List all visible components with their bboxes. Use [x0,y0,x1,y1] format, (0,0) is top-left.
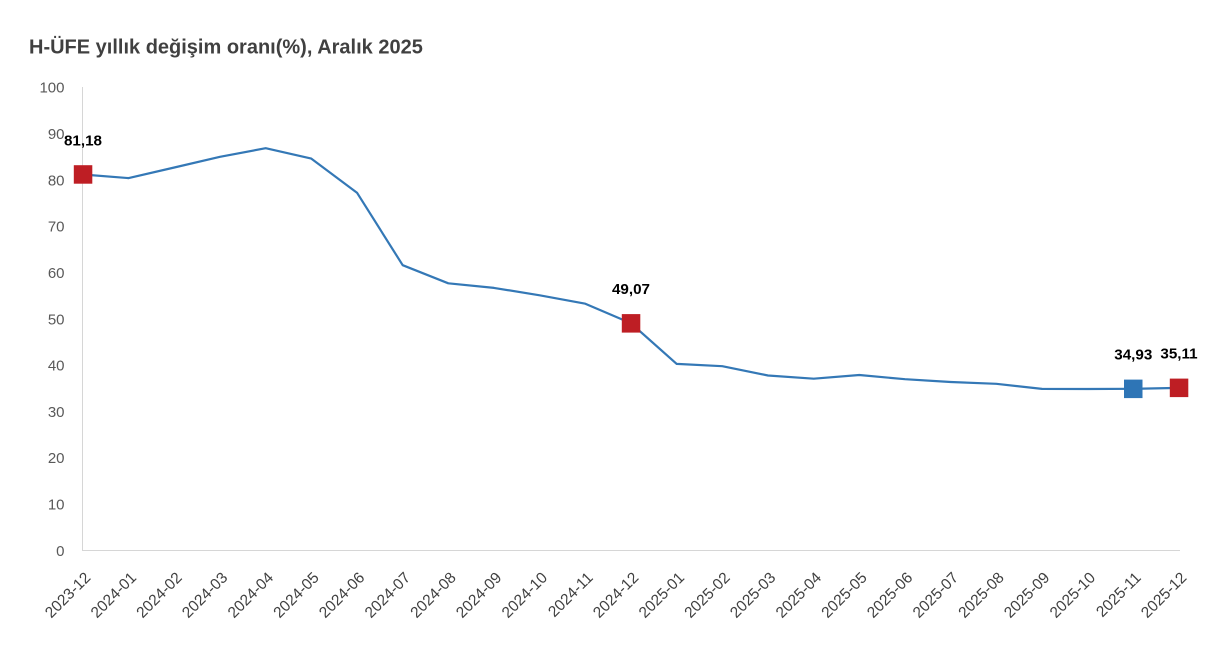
svg-text:20: 20 [48,450,65,467]
svg-text:40: 40 [48,358,65,375]
svg-text:34,93: 34,93 [1114,347,1152,364]
svg-text:81,18: 81,18 [64,132,102,149]
svg-text:100: 100 [39,80,64,97]
svg-text:50: 50 [48,311,65,328]
svg-text:60: 60 [48,265,65,282]
svg-text:49,07: 49,07 [612,281,650,298]
svg-text:10: 10 [48,497,65,514]
svg-text:80: 80 [48,172,65,189]
svg-text:70: 70 [48,219,65,236]
svg-text:0: 0 [56,543,64,560]
svg-text:90: 90 [48,126,65,143]
svg-text:30: 30 [48,404,65,421]
svg-text:H-ÜFE yıllık değişim oranı(%),: H-ÜFE yıllık değişim oranı(%), Aralık 20… [29,36,423,59]
svg-text:35,11: 35,11 [1160,346,1198,363]
